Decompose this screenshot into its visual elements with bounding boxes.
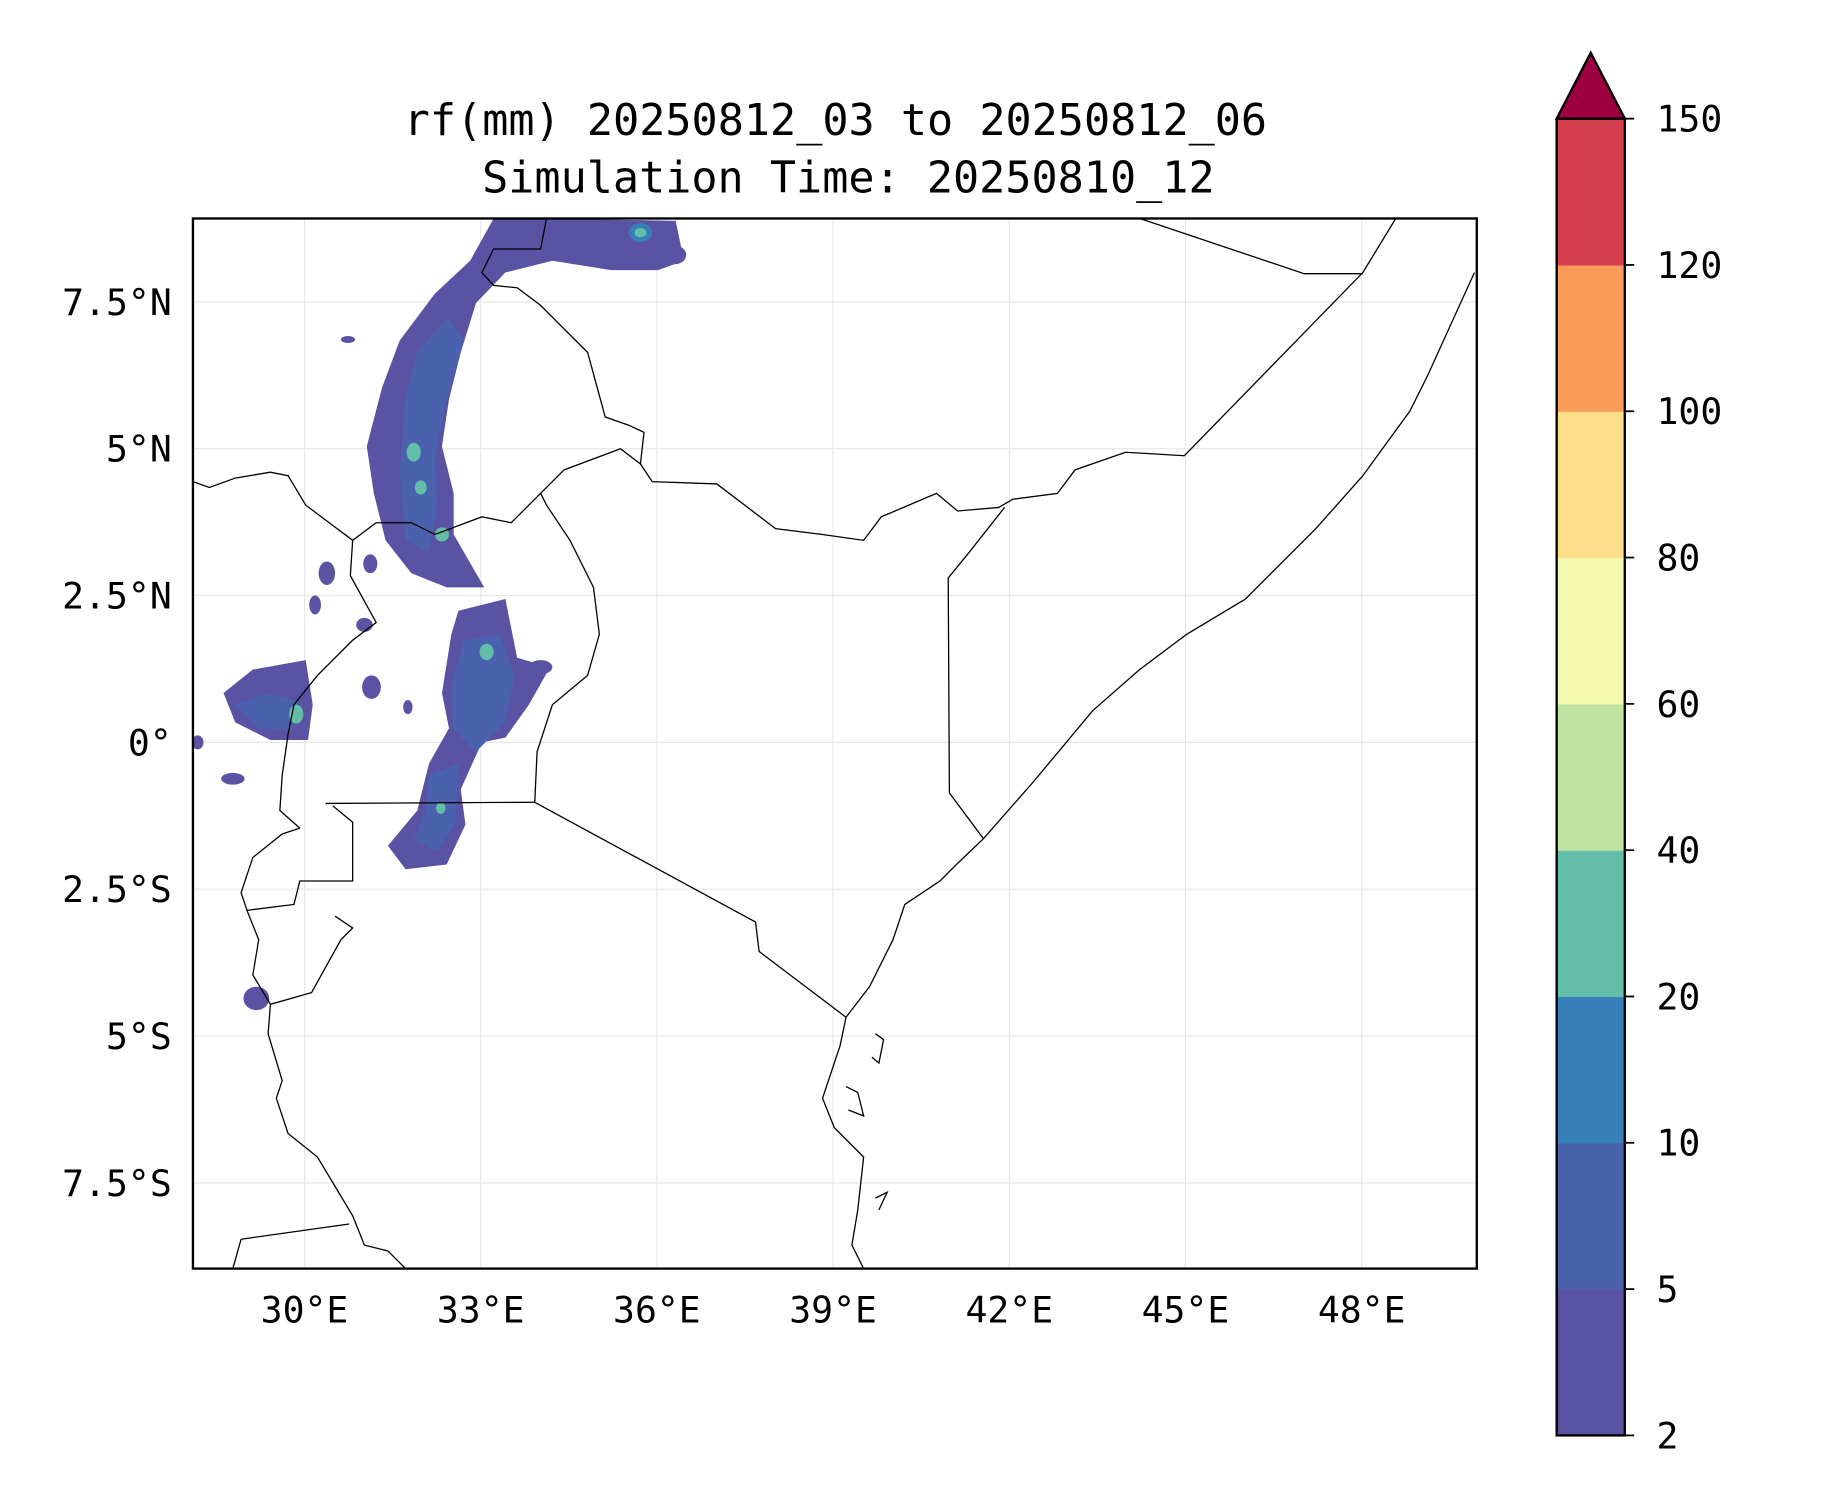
rain-spot [221, 772, 245, 785]
rain-spot [318, 561, 336, 585]
rain-spot [243, 986, 270, 1011]
y-tick-label: 2.5°S [62, 868, 172, 911]
rain-spot [192, 735, 204, 750]
border-line [540, 218, 1397, 542]
colorbar-extend-triangle [1554, 50, 1627, 120]
border-line [875, 1190, 889, 1211]
border-line [325, 801, 535, 805]
colorbar-band [1556, 1142, 1625, 1290]
border-line [534, 801, 847, 1018]
x-tick-label: 33°E [437, 1289, 525, 1332]
border-line [192, 471, 354, 541]
colorbar-tick-label: 10 [1657, 1122, 1701, 1165]
colorbar-frame [1555, 117, 1626, 1437]
rain-spot [363, 554, 378, 574]
colorbar-band [1556, 1289, 1625, 1436]
rain-spot [479, 643, 494, 661]
rain-spot [340, 335, 356, 343]
border-line [845, 1085, 865, 1117]
y-tick-label: 5°S [106, 1015, 172, 1058]
border-line [279, 540, 378, 829]
rainfall-contours [192, 218, 687, 1011]
x-tick-label: 48°E [1318, 1289, 1406, 1332]
colorbar-band [1556, 996, 1625, 1144]
rain-band-north [366, 218, 684, 588]
country-borders [192, 218, 1476, 1269]
chart-title: rf(mm) 20250812_03 to 20250812_06 [404, 96, 1267, 146]
rain-west-core [235, 693, 300, 731]
rain-spot [362, 675, 381, 699]
border-line [240, 805, 354, 912]
border-line [481, 218, 645, 465]
colorbar-band [1556, 411, 1625, 559]
rain-spot [662, 245, 687, 265]
colorbar-tick-label: 20 [1657, 975, 1701, 1018]
rain-spot [436, 802, 446, 815]
rain-spot [414, 480, 427, 495]
colorbar-tick-label: 60 [1657, 683, 1701, 726]
y-tick-label: 7.5°S [62, 1162, 172, 1205]
colorbar-band [1556, 850, 1625, 998]
colorbar-tick-label: 40 [1657, 829, 1701, 872]
rain-spot [634, 227, 647, 238]
rain-core-lake-victoria [452, 634, 515, 752]
rain-spot [406, 442, 421, 462]
colorbar-tick-label: 2 [1657, 1414, 1679, 1457]
colorbar-band [1556, 264, 1625, 412]
border-line [534, 493, 601, 803]
x-axis-ticks: 30°E 33°E 36°E 39°E 42°E 45°E 48°E [261, 1289, 1406, 1332]
x-tick-label: 36°E [613, 1289, 701, 1332]
x-tick-label: 30°E [261, 1289, 349, 1332]
border-line [821, 272, 1476, 1269]
x-tick-label: 39°E [789, 1289, 877, 1332]
y-tick-label: 7.5°N [62, 281, 172, 324]
colorbar-band [1556, 118, 1625, 266]
border-line [947, 507, 1006, 840]
border-line [232, 1239, 242, 1269]
colorbar-band [1556, 557, 1625, 705]
x-tick-label: 42°E [965, 1289, 1053, 1332]
x-tick-label: 45°E [1142, 1289, 1230, 1332]
y-tick-label: 2.5°N [62, 574, 172, 617]
y-tick-label: 5°N [106, 428, 172, 471]
gridlines [192, 218, 1477, 1269]
y-axis-ticks: 7.5°N 5°N 2.5°N 0° 2.5°S 5°S 7.5°S [62, 281, 172, 1205]
rain-spot [356, 617, 373, 632]
border-line [267, 1004, 406, 1269]
border-line [246, 910, 354, 1006]
colorbar-tick-label: 80 [1657, 536, 1701, 579]
colorbar-tick-label: 5 [1657, 1268, 1679, 1311]
rain-band-north-core [399, 317, 465, 553]
rain-spot [528, 660, 553, 675]
colorbar-tick-label: 120 [1657, 244, 1723, 287]
rain-core-south [413, 763, 459, 852]
colorbar: 2 5 10 20 40 60 80 100 120 150 [1554, 50, 1723, 1457]
border-line [240, 1223, 350, 1240]
border-line [352, 492, 542, 541]
y-tick-label: 0° [128, 721, 172, 764]
border-line [871, 1033, 885, 1065]
colorbar-tick-label: 150 [1657, 98, 1723, 141]
border-line [1139, 218, 1363, 275]
colorbar-band [1556, 703, 1625, 851]
rain-spot [309, 595, 321, 615]
map-axes-frame [191, 217, 1478, 1270]
chart-subtitle: Simulation Time: 20250810_12 [482, 154, 1215, 204]
rain-spot [403, 700, 413, 715]
colorbar-tick-label: 100 [1657, 390, 1723, 433]
